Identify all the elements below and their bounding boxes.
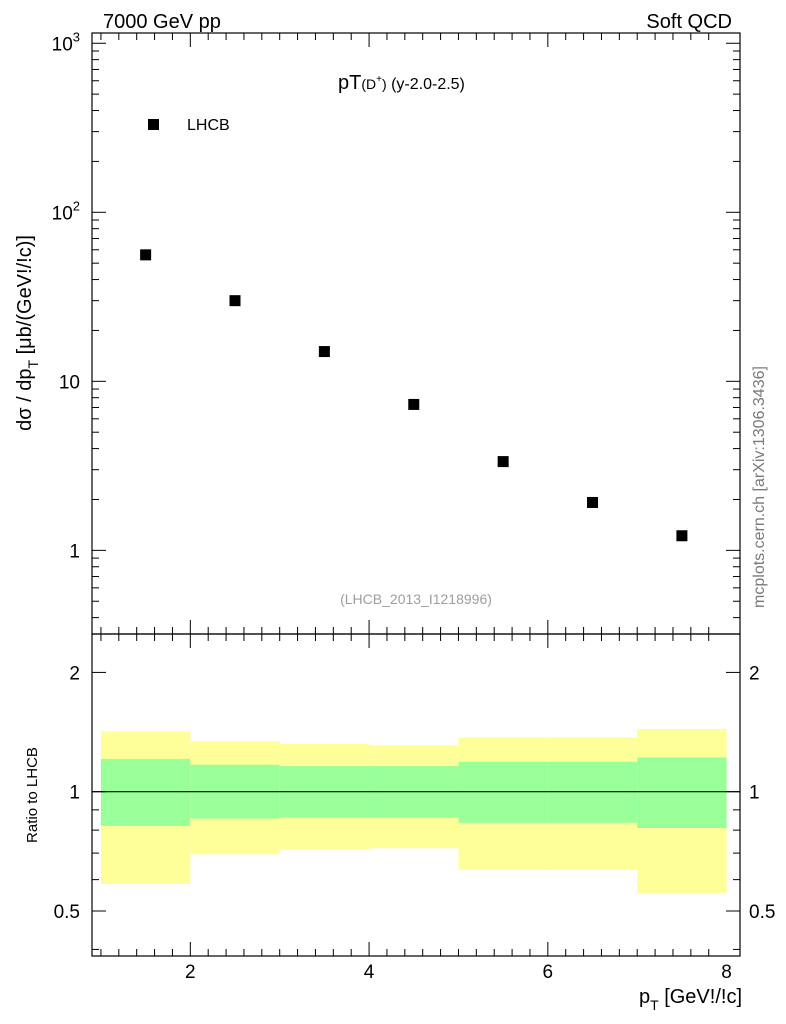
y-tick-label-right: 1 [749, 783, 760, 804]
x-tick-label: 6 [543, 962, 554, 983]
data-point [408, 398, 420, 410]
data-point [497, 456, 509, 468]
plot-title-close: ) [382, 76, 387, 92]
x-tick-label: 2 [185, 962, 196, 983]
upper-y-axis-label: dσ / dpT [μb/(GeV!/!c)] [14, 235, 41, 431]
data-point [676, 530, 688, 542]
lower-y-axis-label: Ratio to LHCB [24, 747, 41, 843]
upper-ticks [92, 33, 740, 634]
data-point [318, 346, 330, 358]
x-axis-label-sub: T [650, 997, 659, 1013]
data-point [587, 496, 599, 508]
legend-label: LHCB [187, 117, 230, 134]
plot-title-range: (y-2.0-2.5) [387, 76, 465, 93]
y-tick-label-right: 2 [749, 663, 760, 684]
stat-uncertainty-band [100, 758, 191, 826]
upper-y-axis-label-sub: T [25, 360, 41, 369]
upper-y-tick-labels: 1 10 102 103 [52, 29, 80, 562]
plot-title-main: pT [338, 72, 361, 94]
plot-title-sup: + [376, 74, 382, 85]
stat-uncertainty-band [637, 757, 727, 828]
header-left: 7000 GeV pp [103, 11, 221, 33]
x-axis-label: pT [GeV!/!c] [639, 986, 742, 1013]
data-point [140, 249, 152, 261]
x-tick-label: 4 [364, 962, 375, 983]
plot-title-particle: (D [361, 76, 376, 92]
analysis-annotation: (LHCB_2013_I1218996) [340, 591, 492, 607]
y-tick-label-right: 0.5 [749, 902, 775, 923]
y-tick-label: 2 [69, 663, 80, 684]
plot-title: pT(D+) (y-2.0-2.5) [338, 72, 465, 94]
upper-y-axis-label-main: dσ / dp [14, 369, 36, 431]
x-tick-label: 8 [721, 962, 732, 983]
header-right: Soft QCD [646, 11, 732, 33]
lower-frame [91, 633, 741, 957]
y-tick-label: 0.5 [54, 902, 80, 923]
upper-marks [140, 249, 688, 542]
x-axis-label-main: p [639, 986, 650, 1008]
y-tick-label: 10 [59, 372, 80, 393]
legend-marker [148, 119, 159, 130]
y-tick-label: 1 [69, 541, 80, 562]
y-tick-label: 102 [52, 198, 80, 224]
y-tick-label: 1 [69, 783, 80, 804]
lower-panel: 0.5 0.5 1 1 2 2 2 4 6 8 Ratio to LHCB pT [GeV!/!… [24, 633, 776, 1013]
lower-y-tick-labels: 0.5 0.5 1 1 2 2 [54, 663, 776, 923]
side-credit: mcplots.cern.ch [arXiv:1306.3436] [751, 366, 768, 608]
x-axis-label-units: [GeV!/!c] [659, 986, 742, 1008]
upper-panel: 1 10 102 103 pT(D+) (y-2.0-2.5) LHCB (LHCB_… [14, 29, 741, 635]
x-tick-labels: 2 4 6 8 [185, 962, 732, 983]
y-tick-label: 103 [52, 29, 80, 55]
lower-ticks [92, 634, 740, 956]
data-point [229, 295, 241, 307]
ratio-bands [100, 728, 727, 894]
upper-y-axis-label-units: [μb/(GeV!/!c)] [14, 235, 36, 360]
